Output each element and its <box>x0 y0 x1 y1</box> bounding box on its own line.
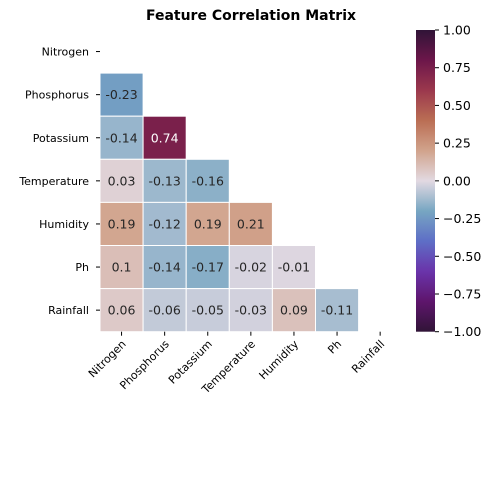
heatmap-cell <box>185 158 230 203</box>
heatmap-cell <box>185 288 230 333</box>
heatmap-cell <box>142 115 187 160</box>
heatmap-cell <box>185 201 230 246</box>
colorbar-tick-label: 1.00 <box>443 23 471 38</box>
cell-value-label: 0.06 <box>108 303 136 318</box>
cell-value-label: -0.05 <box>192 303 224 318</box>
y-tick-label: Ph <box>75 261 89 274</box>
cell-value-label: 0.19 <box>194 216 222 231</box>
cell-value-label: 0.19 <box>108 216 136 231</box>
cell-value-label: -0.13 <box>148 173 180 188</box>
y-tick-label: Humidity <box>39 218 89 231</box>
cell-value-label: -0.17 <box>192 260 224 275</box>
colorbar-tick-label: −0.50 <box>443 249 481 264</box>
cell-value-label: -0.11 <box>321 303 353 318</box>
heatmap-cell <box>271 245 316 290</box>
y-tick-label: Potassium <box>33 132 89 145</box>
heatmap-cell <box>99 245 144 290</box>
heatmap-cell <box>99 201 144 246</box>
heatmap-cell <box>228 245 273 290</box>
cell-value-label: -0.02 <box>235 260 267 275</box>
x-tick-label: Nitrogen <box>86 338 129 381</box>
cell-value-label: -0.03 <box>235 303 267 318</box>
heatmap-cell <box>142 158 187 203</box>
colorbar-tick-label: −0.75 <box>443 286 481 301</box>
cell-value-label: -0.23 <box>105 87 137 102</box>
colorbar-tick-label: −0.25 <box>443 211 481 226</box>
chart-title: Feature Correlation Matrix <box>145 8 357 24</box>
heatmap-cell <box>99 72 144 117</box>
y-tick-label: Rainfall <box>48 304 89 317</box>
colorbar-tick-label: 0.00 <box>443 173 471 188</box>
colorbar <box>416 30 435 332</box>
cell-value-label: -0.14 <box>148 260 180 275</box>
y-tick-label: Phosphorus <box>25 89 89 102</box>
colorbar-tick-label: −1.00 <box>443 324 481 339</box>
x-tick-label: Ph <box>325 338 344 357</box>
colorbar-tick-label: 0.75 <box>443 60 471 75</box>
heatmap-cell <box>228 288 273 333</box>
y-tick-label: Nitrogen <box>42 46 89 59</box>
heatmap-cell <box>142 201 187 246</box>
heatmap-cell <box>315 288 360 333</box>
cell-value-label: -0.01 <box>278 260 310 275</box>
cell-value-label: 0.21 <box>237 216 265 231</box>
y-tick-label: Temperature <box>18 175 89 188</box>
cell-value-label: -0.06 <box>148 303 180 318</box>
cell-value-label: 0.1 <box>112 260 132 275</box>
cell-value-label: 0.74 <box>151 130 179 145</box>
colorbar-tick-label: 0.25 <box>443 136 471 151</box>
cell-value-label: -0.12 <box>148 216 180 231</box>
x-tick-label: Rainfall <box>349 338 387 376</box>
heatmap-cell <box>142 245 187 290</box>
cell-value-label: 0.03 <box>108 173 136 188</box>
heatmap-cell <box>185 245 230 290</box>
cell-value-label: -0.14 <box>105 130 137 145</box>
colorbar-tick-label: 0.50 <box>443 98 471 113</box>
cell-value-label: 0.09 <box>280 303 308 318</box>
cell-value-label: -0.16 <box>192 173 224 188</box>
x-tick-label: Humidity <box>257 337 302 382</box>
